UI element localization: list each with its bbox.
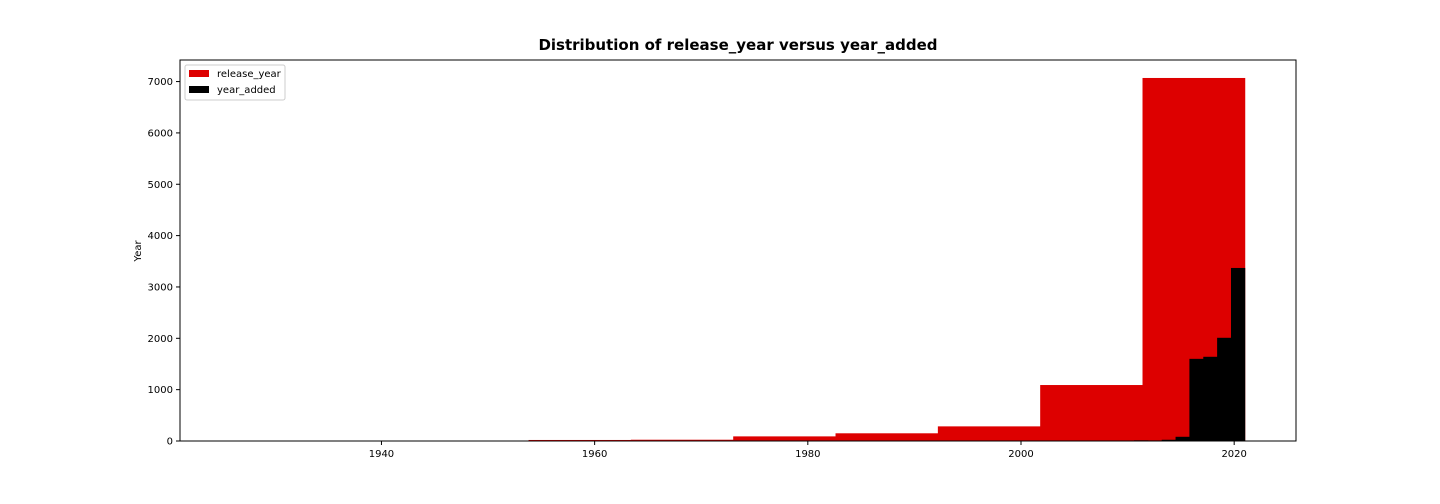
y-tick-label: 1000: [148, 385, 173, 396]
year_added-bar-8: [1217, 337, 1232, 441]
y-axis: 0 1000 2000 3000 4000 5000 6000 7000: [148, 77, 180, 448]
release_year-bar-7: [937, 426, 1041, 441]
year_added-bar-4: [1161, 439, 1176, 441]
plot-frame: [179, 59, 1297, 442]
legend-swatch-release_year: [189, 70, 209, 77]
year_added-bar-6: [1189, 358, 1204, 441]
release_year-bar-5: [733, 436, 836, 441]
y-tick-label: 5000: [148, 180, 173, 191]
legend-label-year_added: year_added: [217, 85, 276, 96]
release_year-bar-6: [835, 433, 939, 441]
legend-label-release_year: release_year: [217, 69, 282, 80]
year_added-bar-9: [1230, 267, 1246, 441]
legend: release_year year_added: [184, 64, 286, 101]
plot-bars: [323, 77, 1246, 441]
x-tick-label: 1940: [369, 449, 394, 460]
chart-title: Distribution of release_year versus year…: [538, 36, 937, 54]
release_year-bar-4: [630, 439, 734, 441]
year_added-bar-5: [1175, 436, 1190, 441]
legend-box: [184, 64, 286, 101]
x-tick-label: 1980: [795, 449, 820, 460]
x-tick-label: 1960: [582, 449, 607, 460]
release_year-bar-8: [1040, 385, 1143, 441]
y-tick-label: 3000: [148, 282, 173, 293]
x-axis: 1940 1960 1980 2000 2020: [369, 441, 1247, 460]
y-tick-label: 7000: [148, 77, 173, 88]
x-tick-label: 2000: [1008, 449, 1033, 460]
release_year-bar-3: [528, 439, 632, 441]
y-tick-label: 0: [167, 437, 173, 448]
legend-swatch-year_added: [189, 86, 209, 93]
y-axis-label: Year: [133, 240, 144, 263]
x-tick-label: 2020: [1221, 449, 1246, 460]
year_added-bar-7: [1203, 356, 1218, 441]
y-tick-label: 2000: [148, 334, 173, 345]
y-tick-label: 6000: [148, 128, 173, 139]
y-tick-label: 4000: [148, 231, 173, 242]
